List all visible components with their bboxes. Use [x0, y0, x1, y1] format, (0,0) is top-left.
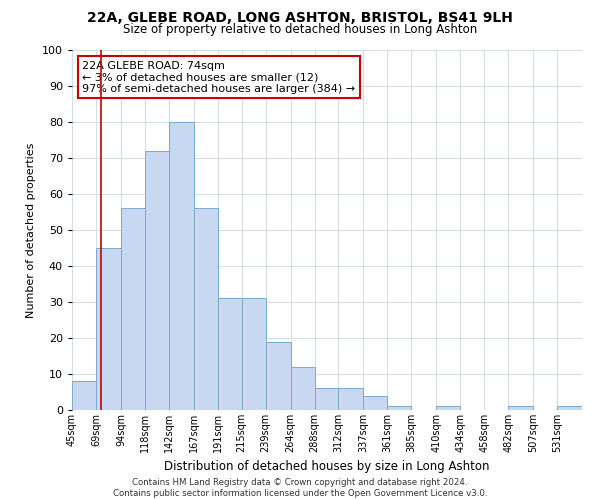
Bar — [266, 342, 290, 410]
Bar — [364, 396, 388, 410]
X-axis label: Distribution of detached houses by size in Long Ashton: Distribution of detached houses by size … — [164, 460, 490, 473]
Text: Contains HM Land Registry data © Crown copyright and database right 2024.
Contai: Contains HM Land Registry data © Crown c… — [113, 478, 487, 498]
Text: 22A GLEBE ROAD: 74sqm
← 3% of detached houses are smaller (12)
97% of semi-detac: 22A GLEBE ROAD: 74sqm ← 3% of detached h… — [82, 61, 355, 94]
Bar — [72, 381, 96, 410]
Bar — [169, 122, 194, 410]
Y-axis label: Number of detached properties: Number of detached properties — [26, 142, 37, 318]
Bar — [436, 406, 460, 410]
Bar — [96, 248, 121, 410]
Text: 22A, GLEBE ROAD, LONG ASHTON, BRISTOL, BS41 9LH: 22A, GLEBE ROAD, LONG ASHTON, BRISTOL, B… — [87, 11, 513, 25]
Bar — [121, 208, 145, 410]
Bar — [242, 298, 266, 410]
Bar — [557, 406, 582, 410]
Bar — [290, 367, 314, 410]
Bar — [508, 406, 533, 410]
Bar — [194, 208, 218, 410]
Bar — [145, 151, 169, 410]
Text: Size of property relative to detached houses in Long Ashton: Size of property relative to detached ho… — [123, 22, 477, 36]
Bar — [314, 388, 338, 410]
Bar — [338, 388, 364, 410]
Bar — [388, 406, 412, 410]
Bar — [218, 298, 242, 410]
